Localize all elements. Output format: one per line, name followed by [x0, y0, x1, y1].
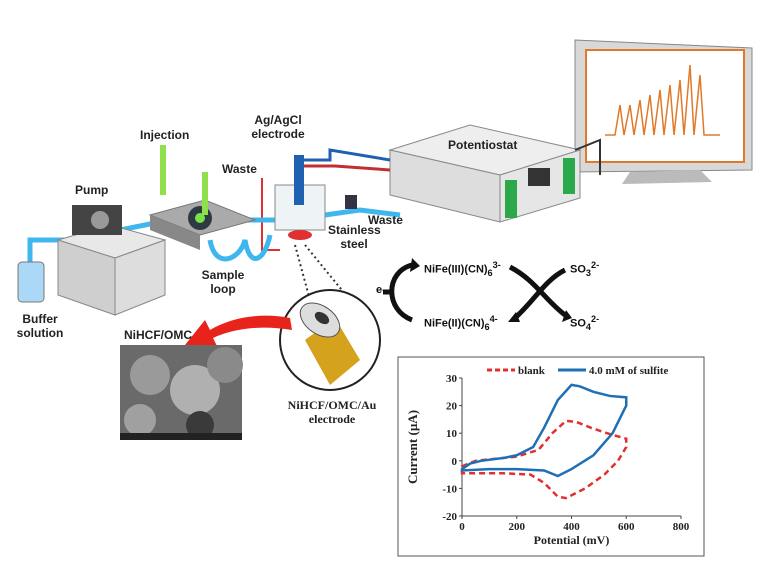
red-sup: 4- — [489, 314, 498, 324]
injection-valve — [148, 145, 257, 250]
sem-image — [120, 345, 243, 440]
y-tick-label: 0 — [452, 456, 458, 468]
red-species: NiFe(II)(CN)64- — [424, 314, 498, 332]
label-injection: Injection — [140, 128, 190, 142]
y-tick-label: 10 — [446, 428, 458, 440]
redox-cycle-arrows — [383, 262, 567, 323]
monitor-trace — [605, 64, 720, 136]
label-buffer-solution: Buffer solution — [16, 312, 64, 340]
ox-text: NiFe(III)(CN) — [424, 263, 488, 276]
chart-frame — [397, 356, 705, 557]
label-waste-2: Waste — [368, 213, 403, 227]
cv-chart: 0 200 400 600 800 -20 -10 0 10 20 30 Potential (mV)… — [405, 365, 690, 547]
ox-species: NiFe(III)(CN)63- — [424, 260, 501, 278]
monitor — [574, 39, 753, 184]
red-sub: 6 — [484, 321, 490, 332]
so4-sup: 2- — [591, 314, 600, 324]
so3-sup: 2- — [591, 260, 600, 270]
label-potentiostat: Potentiostat — [448, 138, 518, 152]
x-tick-label: 200 — [509, 521, 526, 533]
sulfite-species: SO32- — [570, 260, 599, 278]
sulfate-species: SO42- — [570, 314, 599, 332]
series-sulfite — [460, 383, 628, 478]
y-tick-label: -10 — [442, 483, 457, 495]
so4-sub: 4 — [585, 321, 591, 332]
series-blank — [460, 419, 628, 500]
label-electrode: NiHCF/OMC/Au electrode — [287, 398, 377, 426]
x-tick-label: 0 — [459, 521, 465, 533]
so4-text: SO — [570, 317, 586, 330]
syringe — [160, 145, 166, 195]
x-tick-label: 400 — [563, 521, 580, 533]
flow-cell — [274, 155, 357, 240]
label-sample-loop: Sample loop — [201, 268, 245, 296]
potentiostat-box — [388, 124, 582, 223]
red-text: NiFe(II)(CN) — [424, 317, 485, 330]
label-nihcf-omc: NiHCF/OMC — [124, 328, 192, 342]
label-waste-1: Waste — [222, 162, 257, 176]
x-axis-label: Potential (mV) — [534, 533, 610, 547]
x-tick-label: 600 — [618, 521, 635, 533]
red-arrow — [185, 315, 292, 348]
pump — [56, 205, 167, 316]
label-ag-agcl: Ag/AgCl electrode — [251, 113, 305, 141]
gold-electrode — [279, 289, 381, 391]
y-axis-label: Current (µA) — [405, 410, 420, 484]
electron-label: e- — [376, 284, 386, 296]
buffer-bottle — [17, 261, 45, 303]
x-tick-label: 800 — [673, 521, 690, 533]
y-tick-label: -20 — [442, 511, 457, 523]
ox-sub: 6 — [487, 267, 493, 278]
ox-sup: 3- — [492, 260, 501, 270]
so3-text: SO — [570, 263, 586, 276]
legend-label: blank — [518, 365, 546, 377]
label-stainless-steel: Stainless steel — [328, 223, 381, 251]
legend-label: 4.0 mM of sulfite — [589, 365, 669, 377]
y-tick-label: 20 — [446, 401, 458, 413]
so3-sub: 3 — [585, 267, 591, 278]
y-tick-label: 30 — [446, 373, 458, 385]
label-pump: Pump — [75, 183, 109, 197]
